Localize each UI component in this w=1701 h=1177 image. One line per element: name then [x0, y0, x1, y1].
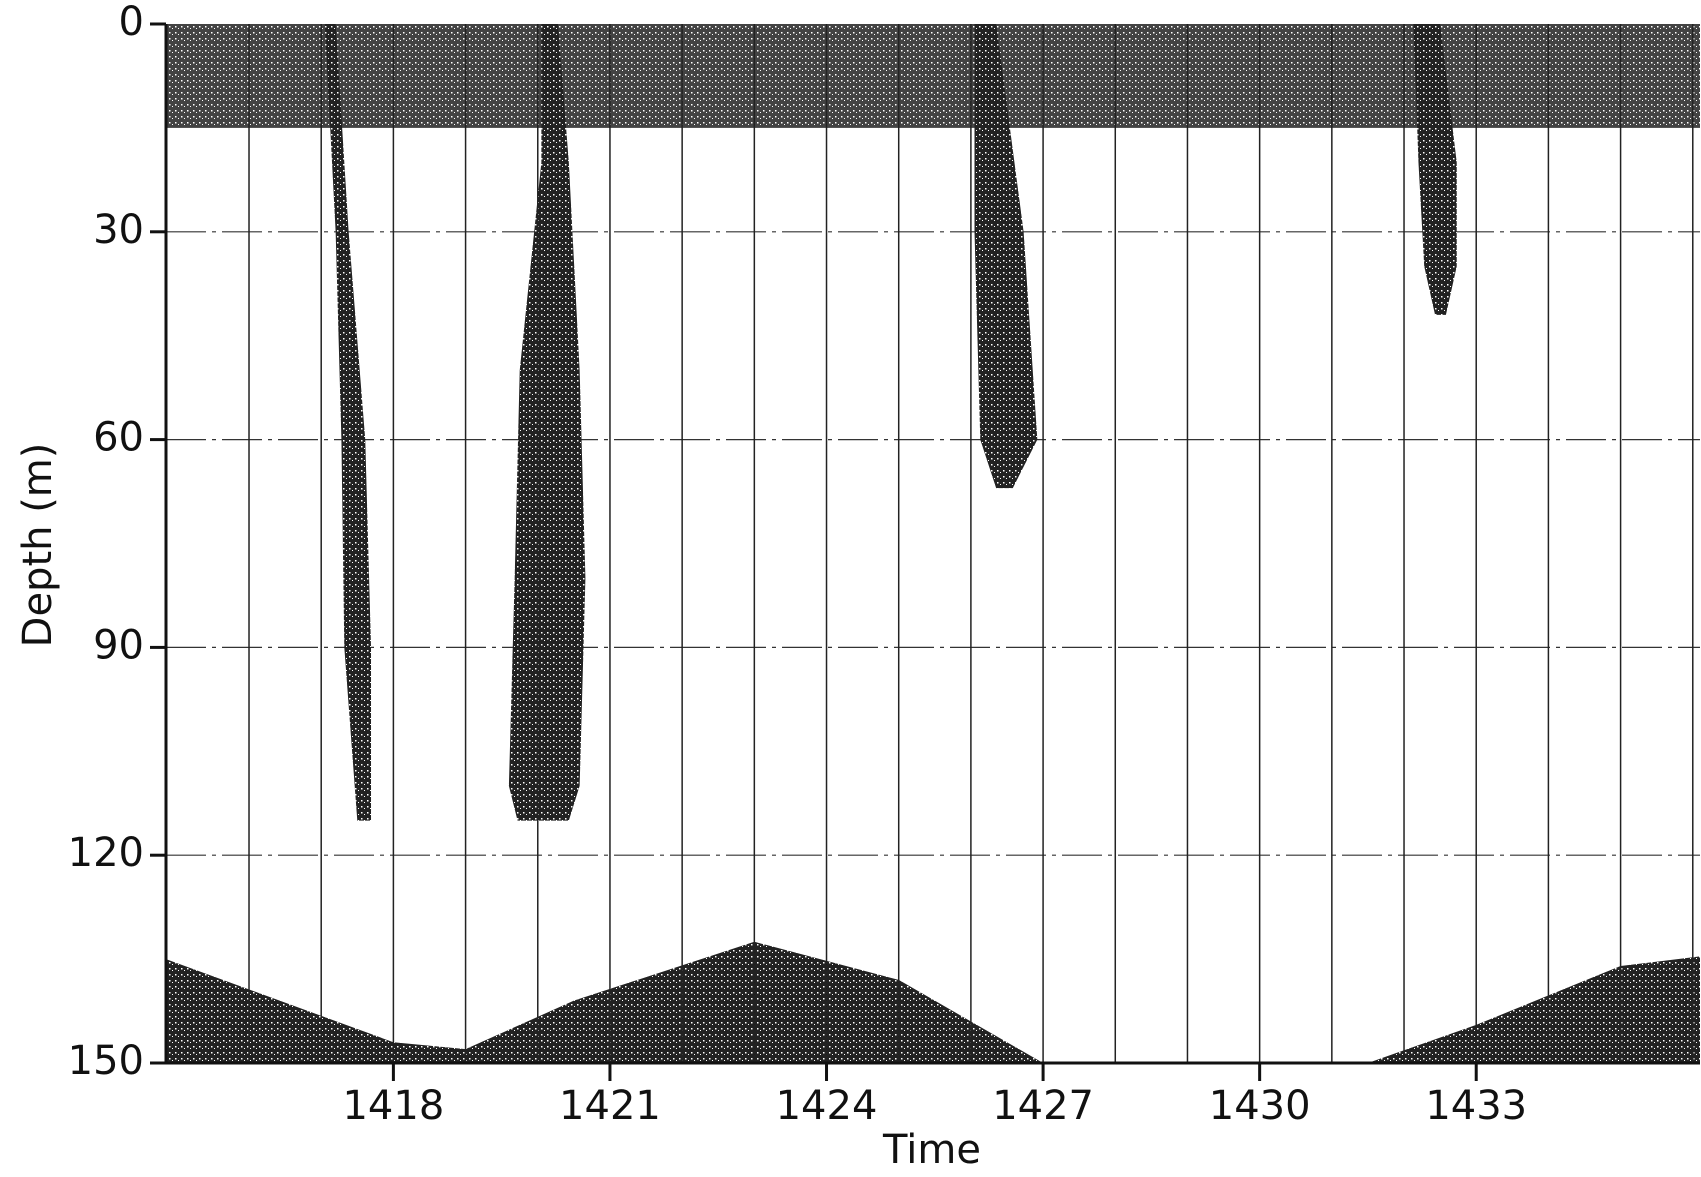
fish-plume [508, 24, 586, 821]
x-axis-title: Time [882, 1127, 981, 1173]
fish-plume [324, 24, 372, 821]
y-tick-label: 0 [119, 0, 144, 45]
x-tick-label: 1421 [559, 1083, 661, 1129]
surface-layer [166, 24, 1700, 128]
y-axis-title: Depth (m) [15, 443, 61, 648]
seabed [166, 941, 1700, 1063]
y-tick-label: 30 [93, 207, 144, 253]
fish-plume [974, 24, 1038, 489]
y-tick-label: 150 [68, 1038, 144, 1084]
x-tick-label: 1427 [992, 1083, 1094, 1129]
x-tick-label: 1424 [776, 1083, 878, 1129]
x-tick-label: 1430 [1209, 1083, 1311, 1129]
y-tick-label: 120 [68, 830, 144, 876]
fish-plume [1413, 24, 1457, 315]
y-tick-label: 60 [93, 415, 144, 461]
x-tick-label: 1418 [342, 1083, 444, 1129]
y-tick-label: 90 [93, 622, 144, 668]
x-tick-label: 1433 [1425, 1083, 1527, 1129]
